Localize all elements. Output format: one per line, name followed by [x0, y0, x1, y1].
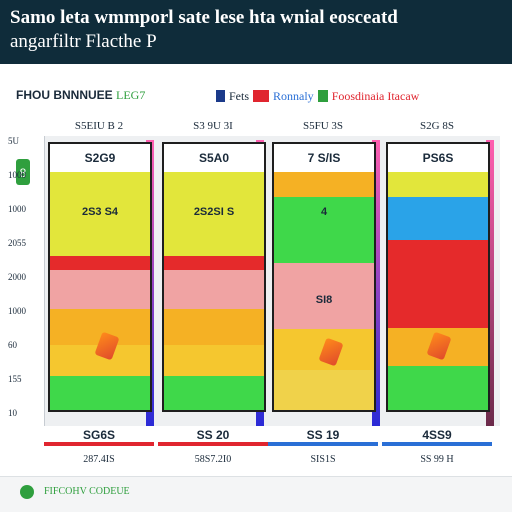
footer-column: SG6S 287.4IS — [44, 424, 154, 465]
bar-segment-light-yellow — [274, 370, 374, 410]
y-tick-label: 2055 — [8, 238, 26, 248]
footer-sub-label: 58S7.2I0 — [194, 454, 232, 465]
column-top-label: S5EIU B 2 — [74, 120, 124, 132]
header-label: FHOU BNNNUEE LEG7 — [16, 88, 145, 103]
footer-stripe — [382, 442, 492, 446]
separator-right — [486, 140, 494, 426]
separator-mid2 — [372, 140, 380, 426]
legend-swatch-green — [317, 90, 328, 102]
y-tick-label: 1000 — [8, 306, 26, 316]
footer-sub-label: 287.4IS — [83, 454, 115, 465]
bar-header-label: S2G9 — [50, 144, 150, 172]
svg-text:8: 8 — [20, 166, 27, 180]
bar-segment-green — [388, 366, 488, 410]
stacked-bar: 7 S/IS 4 SI8 — [272, 142, 376, 412]
footer-value: SG6S — [82, 428, 115, 442]
footer-stripe — [44, 442, 154, 446]
footer-column: SS 20 58S7.2I0 — [158, 424, 268, 465]
bar-segment-label: 2S3 S4 — [81, 206, 119, 218]
bar-segment-pink — [164, 270, 264, 309]
y-tick-label: 10 — [8, 408, 17, 418]
bar-segment-green — [164, 376, 264, 410]
y-tick-label: 1000 — [8, 170, 26, 180]
y-tick-label: 60 — [8, 340, 17, 350]
bar-segment-yellow-top — [388, 172, 488, 197]
bar-segment-green — [274, 197, 374, 263]
bar-mid-label: SI8 — [315, 294, 333, 306]
bar-segment-yellow-top — [50, 172, 150, 256]
bar-segment-pink — [50, 270, 150, 309]
chart-subtitle: angarfiltr Flacthe P — [10, 31, 157, 52]
header-row: FHOU BNNNUEE LEG7 Fets Ronnaly Foosdinai… — [0, 84, 512, 110]
stacked-bar: S5A0 2S2SI S — [162, 142, 266, 412]
stacked-bar: PS6S — [386, 142, 490, 412]
legend-swatch-red — [253, 90, 270, 102]
stacked-bar: S2G9 2S3 S4 — [48, 142, 152, 412]
footer-value: SS 19 — [306, 428, 340, 442]
header-label-accent: LEG7 — [116, 88, 146, 102]
bar-segment-label: 2S2SI S — [193, 206, 235, 218]
bar-segment-label: 4 — [320, 206, 328, 218]
bar-segment-orange-top — [274, 172, 374, 197]
bar-segment-orange — [164, 309, 264, 345]
footer-sub-label: SIS1S — [310, 454, 336, 465]
header-label-text: FHOU BNNNUEE — [16, 88, 113, 102]
green-badge-icon: 8 — [16, 159, 30, 185]
legend: Fets Ronnaly Foosdinaia Itacaw — [216, 87, 419, 105]
footer-column: 4SS9 SS 99 H — [382, 424, 492, 465]
footer-labels: SG6S 287.4IS SS 20 58S7.2I0 SS 19 SIS1S 4SS9 SS… — [0, 424, 512, 472]
footer-column: SS 19 SIS1S — [268, 424, 378, 465]
legend-square-icon — [216, 90, 225, 102]
footer-value: SS 20 — [196, 428, 230, 442]
page-footer: FIFCOHV CODEUE — [0, 476, 512, 512]
leaf-icon — [20, 485, 34, 499]
footer-sub-label: SS 99 H — [420, 454, 454, 465]
bar-segment-red — [388, 240, 488, 328]
column-top-label: S3 9U 3I — [193, 120, 233, 132]
column-top-label: S2G 8S — [420, 120, 454, 132]
bar-segment-pink — [274, 263, 374, 329]
bar-header-label: S5A0 — [164, 144, 264, 172]
bar-segment-green — [50, 376, 150, 410]
column-top-label: S5FU 3S — [302, 120, 344, 132]
legend-label-1: Ronnaly — [273, 88, 314, 103]
bar-header-label: 7 S/IS — [274, 144, 374, 172]
legend-label-0: Fets — [229, 88, 250, 103]
footer-value: 4SS9 — [422, 428, 452, 442]
footer-stripe — [268, 442, 378, 446]
y-tick-label: 1000 — [8, 204, 26, 214]
bar-segment-amber — [164, 345, 264, 376]
y-tick-label: 2000 — [8, 272, 26, 282]
bar-segment-blue — [388, 197, 488, 240]
chart-title: Samo leta wmmporl sate lese hta wnial eo… — [10, 7, 398, 28]
footer-stripe — [158, 442, 268, 446]
y-tick-label: 5U — [8, 136, 19, 146]
chart-area: 8 5U 1000 1000 2055 2000 1000 60 155 10 S5EIU B … — [0, 112, 512, 462]
legend-label-2: Foosdinaia Itacaw — [331, 88, 420, 103]
bar-header-label: PS6S — [388, 144, 488, 172]
bar-segment-red — [164, 256, 264, 270]
bar-segment-red — [50, 256, 150, 270]
bar-segment-yellow-top — [164, 172, 264, 256]
footer-text: FIFCOHV CODEUE — [44, 486, 130, 497]
title-bar: Samo leta wmmporl sate lese hta wnial eo… — [0, 0, 512, 64]
y-tick-label: 155 — [8, 374, 22, 384]
